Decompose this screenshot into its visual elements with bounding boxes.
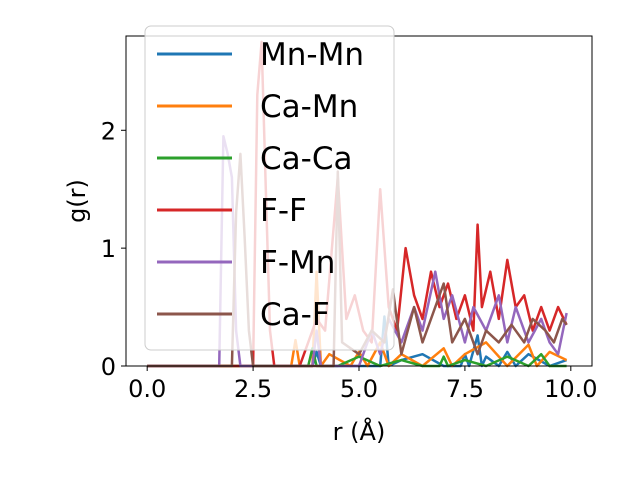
x-tick-label: 5.0: [340, 375, 378, 403]
legend-label-mn-mn: Mn-Mn: [260, 37, 364, 73]
legend-label-ca-ca: Ca-Ca: [260, 141, 352, 177]
legend-label-f-f: F-F: [260, 193, 307, 229]
y-tick-label: 0: [101, 353, 116, 381]
x-tick-label: 10.0: [544, 375, 597, 403]
legend-label-ca-mn: Ca-Mn: [260, 89, 358, 125]
x-tick-label: 7.5: [446, 375, 484, 403]
y-tick-label: 2: [101, 117, 116, 145]
y-axis-label: g(r): [63, 179, 91, 223]
legend: Mn-Mn Ca-Mn Ca-Ca F-F F-Mn Ca-F: [144, 25, 395, 351]
axes: 0.0 2.5 5.0 7.5 10.0 0 1 2: [101, 35, 598, 403]
x-tick-label: 2.5: [234, 375, 272, 403]
y-tick-label: 1: [101, 235, 116, 263]
x-tick-label: 0.0: [128, 375, 166, 403]
legend-label-f-mn: F-Mn: [260, 245, 335, 281]
legend-label-ca-f: Ca-F: [260, 297, 330, 333]
x-axis-label: r (Å): [333, 417, 386, 446]
